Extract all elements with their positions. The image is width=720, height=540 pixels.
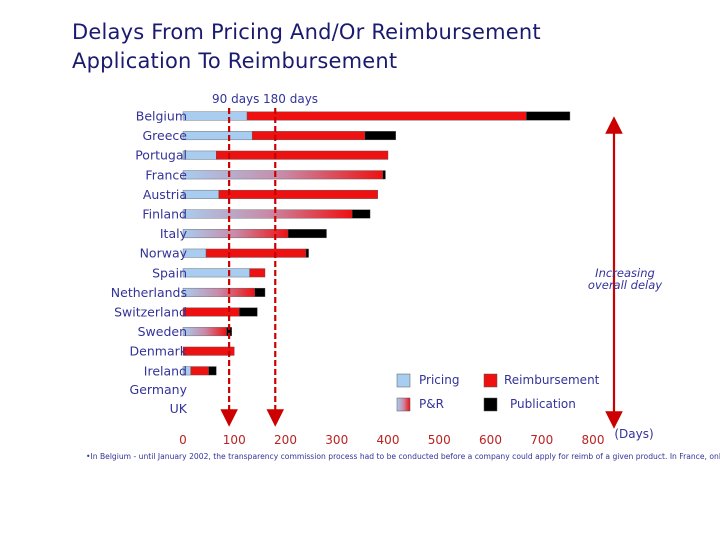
bar-netherlands-p-r-to-netherlands- [182,287,255,297]
x-tick-label: 200 [274,433,297,447]
bar-ireland-publication [208,366,217,376]
title-line-1: Delays From Pricing And/Or Reimbursement [72,20,541,44]
bar-norway-publication [305,248,309,258]
category-label: Switzerland [114,305,187,320]
x-tick-label: 100 [223,433,246,447]
category-label: Belgium [136,109,187,124]
bar-ireland-reimbursement [190,366,209,376]
category-label: Spain [152,265,187,280]
category-label: Austria [143,187,187,202]
bar-norway-reimbursement [205,248,307,258]
bar-greece-publication [364,131,396,141]
annotation-line-2: overall delay [588,278,662,292]
bar-austria-pricing [182,189,220,199]
category-label: Portugal [135,148,187,163]
category-label: Greece [143,128,188,143]
reference-label: 180 days [263,92,318,106]
x-tick-label: 600 [479,433,502,447]
delay-bar-chart: Belgium Greece Portugal France Austria Finlan… [111,92,662,447]
bar-denmark-reimbursement [182,346,235,356]
reference-label: 90 days [212,92,259,106]
legend-swatch [483,373,498,388]
title-line-2: Application To Reimbursement [72,49,398,73]
bar-belgium-reimbursement [246,111,527,121]
x-tick-label: 0 [179,433,187,447]
bar-france-publication [382,170,386,180]
annotation-line-1: Increasing [595,266,655,280]
legend-swatch [483,397,498,412]
legend-label: Pricing [419,373,459,387]
legend-label: Publication [510,397,576,411]
legend-swatch [396,373,411,388]
chart-title: Delays From Pricing And/Or Reimbursement… [72,18,672,76]
category-label: Finland [142,207,187,222]
legend-label: P&R [419,397,444,411]
category-label: UK [170,401,188,416]
bar-greece-pricing [182,131,253,141]
category-label: Netherlands [111,285,187,300]
bar-finland-publication [351,209,371,219]
bar-italy-publication [287,229,327,239]
category-label: Italy [160,226,188,241]
bar-greece-reimbursement [251,131,366,141]
x-tick-label: 800 [582,433,605,447]
legend-swatch [396,397,411,412]
unit-label: (Days) [614,427,653,441]
bar-spain-pricing [182,268,250,278]
bar-sweden-p-r-to-sweden- [182,327,227,337]
bar-belgium-pricing [182,111,248,121]
footnote: •In Belgium - until January 2002, the tr… [86,452,720,461]
legend-label: Reimbursement [504,373,600,387]
bar-finland-p-r [182,209,353,219]
bar-france-p-r [182,170,384,180]
category-label: Sweden [138,324,187,339]
bar-italy-p-r-to-italy- [182,229,289,239]
bar-switzerland-publication [239,307,258,317]
x-tick-label: 300 [325,433,348,447]
category-label: Denmark [130,344,188,359]
bar-portugal-pricing [182,150,217,160]
category-label: Norway [140,246,188,261]
x-tick-label: 700 [530,433,553,447]
bar-switzerland-reimbursement [182,307,240,317]
category-label: Ireland [144,363,187,378]
x-tick-label: 400 [377,433,400,447]
bar-belgium-publication [526,111,571,121]
bar-austria-reimbursement [218,189,378,199]
category-label: France [145,167,187,182]
bar-portugal-reimbursement [216,150,389,160]
category-label: Germany [130,382,188,397]
x-tick-label: 500 [428,433,451,447]
bar-netherlands-publication [254,287,266,297]
bar-spain-reimbursement [249,268,266,278]
